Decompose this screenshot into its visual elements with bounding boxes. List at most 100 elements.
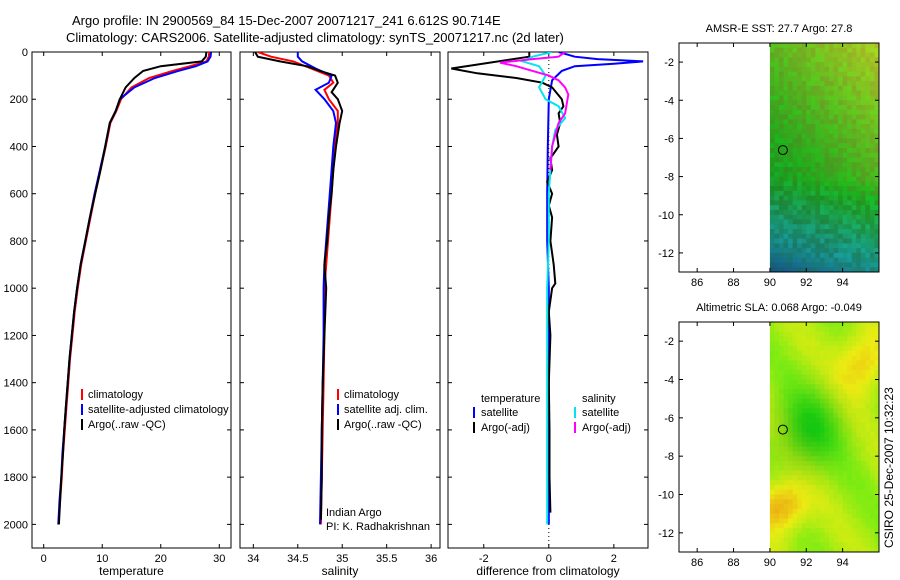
map-cell (842, 326, 848, 333)
map-cell (788, 532, 794, 539)
map-cell (869, 57, 875, 63)
map-cell (869, 114, 875, 120)
map-cell (865, 470, 871, 476)
map-cell (847, 143, 853, 149)
map-cell (769, 494, 775, 500)
map-cell (792, 190, 798, 197)
map-cell (860, 518, 866, 524)
map-cell (769, 446, 775, 452)
map-cell (860, 62, 866, 68)
map-cell (779, 523, 785, 529)
map-cell (769, 537, 775, 543)
map-cell (797, 124, 803, 130)
map-cell (865, 66, 871, 73)
map-cell (856, 547, 862, 553)
map-cell (801, 336, 807, 342)
map-cell (797, 147, 803, 154)
map-cell (801, 537, 807, 543)
map-cell (860, 143, 866, 149)
y-tick-label: 0 (22, 47, 28, 59)
map-cell (824, 350, 830, 357)
map-cell (851, 336, 857, 342)
map-cell (869, 489, 875, 495)
map-cell (838, 109, 844, 116)
map-cell (783, 350, 789, 357)
map-cell (847, 205, 853, 211)
map-cell (779, 152, 785, 158)
map-cell (874, 475, 880, 481)
map-cell (792, 114, 798, 120)
map-cell (783, 384, 789, 390)
map-cell (847, 176, 853, 182)
map-cell (829, 403, 835, 409)
map-cell (788, 62, 794, 68)
map-cell (815, 47, 821, 54)
map-cell (865, 85, 871, 92)
map-cell (829, 43, 835, 49)
map-cell (851, 233, 857, 240)
map-cell (869, 214, 875, 221)
map-cell (851, 547, 857, 553)
map-cell (847, 532, 853, 539)
map-cell (769, 52, 775, 58)
map-cell (769, 47, 775, 54)
map-cell (824, 195, 830, 201)
map-cell (815, 90, 821, 96)
map-cell (856, 105, 862, 111)
map-cell (797, 365, 803, 371)
map-cell (860, 460, 866, 467)
map-cell (869, 219, 875, 225)
map-cell (806, 369, 812, 376)
map-cell (810, 460, 816, 467)
map-cell (847, 398, 853, 404)
map-cell (779, 267, 785, 273)
map-cell (865, 494, 871, 500)
map-cell (838, 465, 844, 472)
map-cell (810, 238, 816, 244)
map-cell (788, 489, 794, 495)
map-cell (810, 523, 816, 529)
map-cell (797, 257, 803, 263)
x-tick-label: -2 (479, 553, 489, 565)
map-cell (769, 417, 775, 424)
profile-panel-salinity-profile: 34 34.5 35 35.5 36salinityclimatologysatelli… (239, 51, 441, 578)
map-cell (815, 138, 821, 144)
map-cell (874, 176, 880, 182)
map-cell (806, 345, 812, 352)
map-cell (842, 437, 848, 443)
map-cell (788, 229, 794, 235)
map-cell (801, 542, 807, 548)
map-cell (774, 138, 780, 144)
map-cell (783, 85, 789, 92)
map-cell (801, 190, 807, 197)
map-cell (779, 470, 785, 476)
map-cell (801, 100, 807, 106)
x-tick-label: 34.5 (287, 553, 308, 565)
map-cell (819, 162, 825, 168)
map-cell (792, 152, 798, 158)
map-cell (797, 484, 803, 491)
map-cell (824, 43, 830, 49)
map-cell (769, 547, 775, 553)
map-cell (819, 456, 825, 462)
float-marker (777, 424, 788, 435)
map-cell (851, 542, 857, 548)
series-line-blue (296, 52, 338, 525)
map-cell (801, 350, 807, 357)
map-cell (819, 152, 825, 158)
map-cell (797, 229, 803, 235)
map-cell (774, 480, 780, 486)
map-cell (838, 105, 844, 111)
map-cell (769, 167, 775, 173)
map-cell (833, 322, 839, 328)
map-cell (860, 262, 866, 268)
map-cell (810, 504, 816, 510)
map-cell (797, 518, 803, 524)
map-cell (847, 460, 853, 467)
map-cell (792, 374, 798, 380)
map-cell (801, 379, 807, 385)
x-tick-label: 92 (800, 557, 812, 569)
map-cell (860, 513, 866, 519)
map-cell (824, 451, 830, 457)
map-cell (788, 336, 794, 342)
